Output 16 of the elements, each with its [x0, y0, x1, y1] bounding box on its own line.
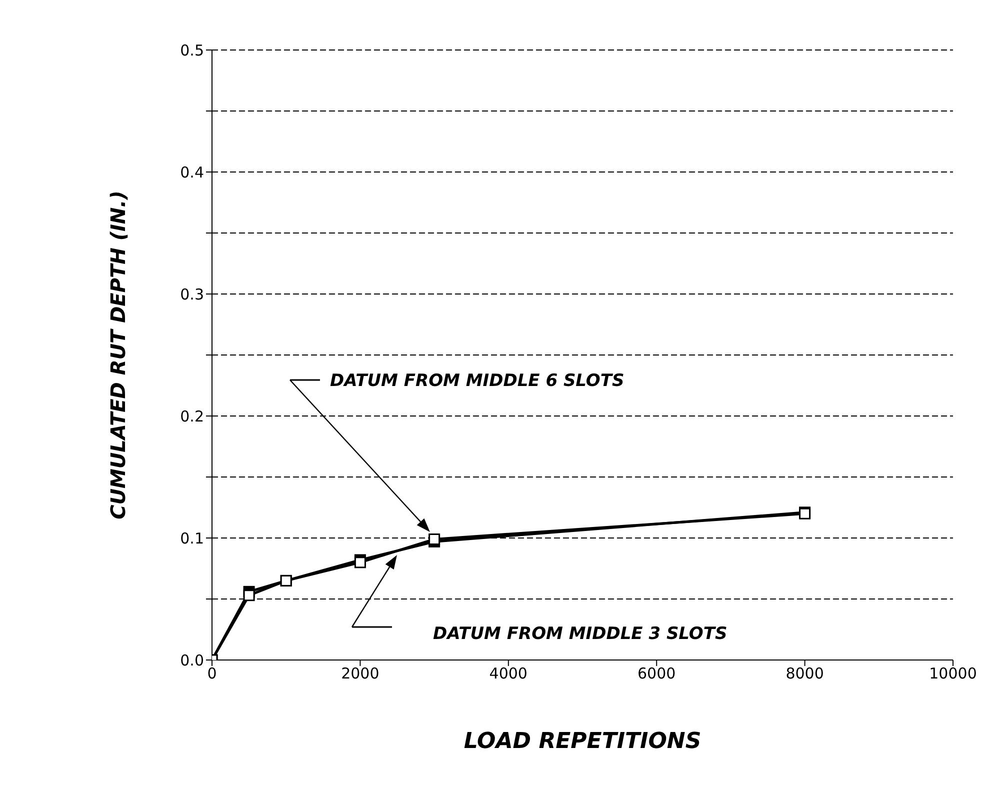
y-tick-label: 0.5	[180, 41, 204, 60]
x-tick-label: 0	[207, 664, 217, 683]
y-axis-title: CUMULATED RUT DEPTH (IN.)	[106, 190, 130, 520]
y-tick-label: 0.3	[180, 285, 204, 304]
y-tick-label: 0.4	[180, 163, 204, 182]
y-tick-label: 0.2	[180, 407, 204, 426]
y-tick-label: 0.0	[180, 651, 204, 670]
x-tick-label: 4000	[489, 664, 528, 683]
x-tick-label: 8000	[786, 664, 824, 683]
x-tick-label: 6000	[638, 664, 676, 683]
x-tick-label: 2000	[341, 664, 380, 683]
annotation: DATUM FROM MIDDLE 3 SLOTS	[433, 624, 728, 644]
x-tick-label: 10000	[929, 664, 977, 683]
y-tick-label: 0.1	[180, 529, 204, 548]
annotation: DATUM FROM MIDDLE 6 SLOTS	[330, 371, 624, 391]
x-axis-title: LOAD REPETITIONS	[464, 729, 702, 754]
